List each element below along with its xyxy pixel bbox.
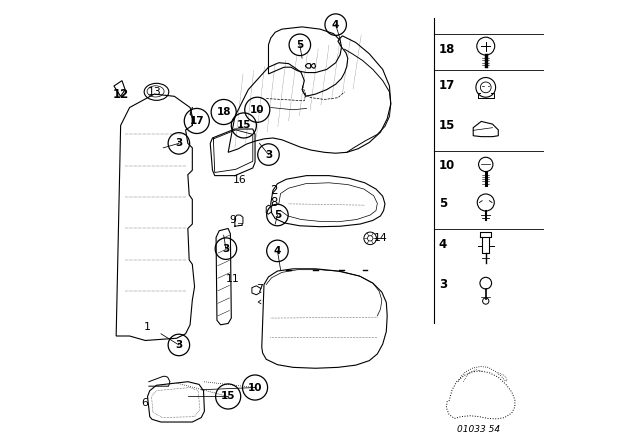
- Text: 11: 11: [226, 274, 239, 284]
- Text: 3: 3: [175, 138, 182, 148]
- Polygon shape: [473, 121, 499, 137]
- Text: 6: 6: [141, 398, 148, 408]
- Text: 5: 5: [274, 210, 281, 220]
- Text: 15: 15: [439, 119, 455, 132]
- Text: 17: 17: [439, 78, 455, 92]
- Text: 14: 14: [374, 233, 387, 243]
- Text: 16: 16: [232, 175, 246, 185]
- Text: 3: 3: [439, 278, 447, 291]
- Text: 18: 18: [439, 43, 455, 56]
- Text: 13: 13: [147, 87, 161, 97]
- Text: 7: 7: [256, 284, 263, 294]
- Circle shape: [476, 78, 495, 97]
- Text: 10: 10: [250, 105, 264, 115]
- Text: 8: 8: [271, 196, 278, 209]
- Text: 4: 4: [332, 20, 339, 30]
- Text: 3: 3: [222, 244, 230, 254]
- Text: 12: 12: [113, 87, 129, 101]
- Text: 10: 10: [248, 383, 262, 392]
- Text: 15: 15: [221, 392, 236, 401]
- Text: 4: 4: [439, 237, 447, 251]
- Text: 17: 17: [189, 116, 204, 126]
- Text: 1: 1: [144, 322, 151, 332]
- Text: 9: 9: [229, 215, 236, 225]
- Circle shape: [483, 298, 489, 304]
- Circle shape: [477, 194, 494, 211]
- Text: 2: 2: [271, 184, 278, 197]
- Circle shape: [477, 37, 495, 55]
- Text: 4: 4: [274, 246, 281, 256]
- Circle shape: [480, 277, 492, 289]
- Text: 01033 54: 01033 54: [458, 425, 500, 434]
- Circle shape: [479, 157, 493, 172]
- Text: 3: 3: [265, 150, 272, 159]
- Text: 15: 15: [237, 121, 251, 130]
- Text: 18: 18: [216, 107, 231, 117]
- Text: 5: 5: [296, 40, 303, 50]
- Text: 5: 5: [439, 197, 447, 211]
- Text: 3: 3: [175, 340, 182, 350]
- Text: 10: 10: [439, 159, 455, 172]
